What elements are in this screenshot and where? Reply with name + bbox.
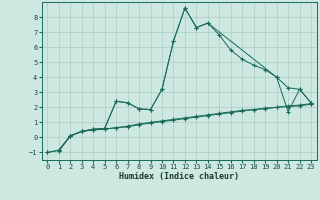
- X-axis label: Humidex (Indice chaleur): Humidex (Indice chaleur): [119, 172, 239, 181]
